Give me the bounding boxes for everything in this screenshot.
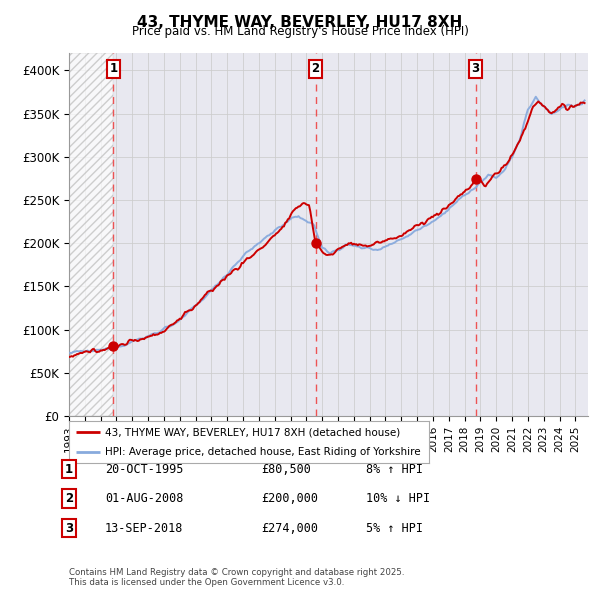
Text: Contains HM Land Registry data © Crown copyright and database right 2025.
This d: Contains HM Land Registry data © Crown c… [69, 568, 404, 587]
Text: 43, THYME WAY, BEVERLEY, HU17 8XH: 43, THYME WAY, BEVERLEY, HU17 8XH [137, 15, 463, 30]
Text: 5% ↑ HPI: 5% ↑ HPI [366, 522, 423, 535]
Text: 2: 2 [311, 62, 320, 75]
Text: 1: 1 [65, 463, 73, 476]
Text: Price paid vs. HM Land Registry's House Price Index (HPI): Price paid vs. HM Land Registry's House … [131, 25, 469, 38]
Text: 01-AUG-2008: 01-AUG-2008 [105, 492, 184, 505]
Text: 10% ↓ HPI: 10% ↓ HPI [366, 492, 430, 505]
Text: £274,000: £274,000 [261, 522, 318, 535]
Text: £200,000: £200,000 [261, 492, 318, 505]
Text: 20-OCT-1995: 20-OCT-1995 [105, 463, 184, 476]
Text: £80,500: £80,500 [261, 463, 311, 476]
Text: 3: 3 [65, 522, 73, 535]
Text: 8% ↑ HPI: 8% ↑ HPI [366, 463, 423, 476]
Text: 3: 3 [472, 62, 480, 75]
Text: 2: 2 [65, 492, 73, 505]
Text: 43, THYME WAY, BEVERLEY, HU17 8XH (detached house): 43, THYME WAY, BEVERLEY, HU17 8XH (detac… [105, 427, 400, 437]
Text: 1: 1 [109, 62, 118, 75]
Text: 13-SEP-2018: 13-SEP-2018 [105, 522, 184, 535]
Text: HPI: Average price, detached house, East Riding of Yorkshire: HPI: Average price, detached house, East… [105, 447, 421, 457]
